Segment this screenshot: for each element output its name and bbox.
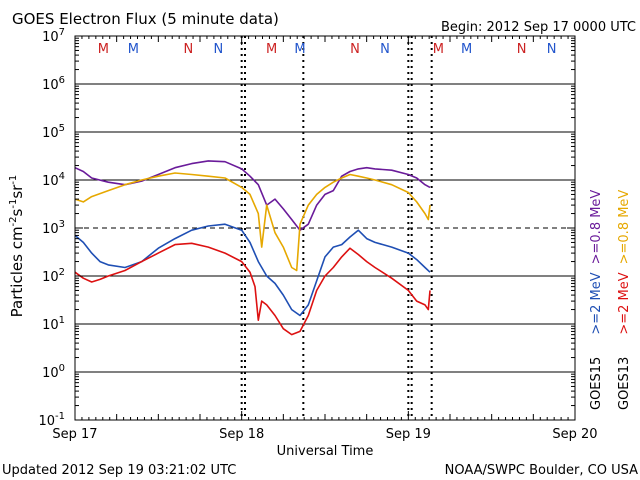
series-lines bbox=[74, 160, 431, 336]
legend-goes13-2mev: >=2 MeV bbox=[617, 272, 632, 334]
x-axis-ticks: Sep 17 Sep 18 Sep 19 Sep 20 bbox=[52, 36, 598, 442]
satellite-marker: M bbox=[433, 42, 444, 57]
y-tick-label: 103 bbox=[42, 219, 65, 237]
satellite-marker: N bbox=[213, 42, 223, 57]
y-tick-label: 100 bbox=[42, 363, 65, 381]
satellite-marker: N bbox=[350, 42, 360, 57]
chart-title: GOES Electron Flux (5 minute data) bbox=[12, 10, 279, 28]
series-line-0 bbox=[74, 160, 431, 231]
y-tick-label: 105 bbox=[42, 123, 65, 141]
satellite-marker: N bbox=[547, 42, 557, 57]
y-tick-label: 104 bbox=[42, 171, 65, 189]
legend-goes15-08mev: >=0.8 MeV bbox=[589, 190, 604, 265]
y-tick-label: 102 bbox=[42, 267, 65, 285]
legend-goes13: GOES13 >=2 MeV >=0.8 MeV bbox=[617, 190, 632, 410]
y-tick-label: 107 bbox=[42, 27, 65, 45]
satellite-marker: M bbox=[128, 42, 139, 57]
series-line-1 bbox=[74, 172, 431, 272]
updated-timestamp: Updated 2012 Sep 19 03:21:02 UTC bbox=[2, 463, 236, 478]
satellite-marker: M bbox=[266, 42, 277, 57]
satellite-marker: M bbox=[294, 42, 305, 57]
legend-goes15: GOES15 >=2 MeV >=0.8 MeV bbox=[589, 190, 604, 410]
satellite-marker: N bbox=[183, 42, 193, 57]
begin-label: Begin: 2012 Sep 17 0000 UTC bbox=[441, 20, 636, 35]
x-axis-label: Universal Time bbox=[277, 444, 374, 459]
y-tick-label: 106 bbox=[42, 75, 65, 93]
credit-label: NOAA/SWPC Boulder, CO USA bbox=[445, 463, 638, 478]
x-tick-label: Sep 18 bbox=[219, 427, 264, 442]
y-tick-label: 101 bbox=[42, 315, 65, 333]
x-tick-label: Sep 19 bbox=[386, 427, 431, 442]
x-tick-label: Sep 20 bbox=[552, 427, 597, 442]
satellite-marker: M bbox=[461, 42, 472, 57]
legend-goes13-sat: GOES13 bbox=[617, 357, 632, 410]
y-tick-label: 10-1 bbox=[38, 411, 65, 429]
x-tick-label: Sep 17 bbox=[52, 427, 97, 442]
legend-goes15-2mev: >=2 MeV bbox=[589, 272, 604, 334]
series-line-2 bbox=[74, 223, 431, 317]
legend-goes15-sat: GOES15 bbox=[589, 357, 604, 410]
legend-goes13-08mev: >=0.8 MeV bbox=[617, 190, 632, 265]
y-axis-ticks: 107 106 105 104 103 102 101 100 10-1 bbox=[38, 27, 575, 429]
series-line-3 bbox=[74, 242, 431, 336]
satellite-marker: N bbox=[517, 42, 527, 57]
gridlines bbox=[75, 83, 575, 373]
day-markers bbox=[240, 36, 410, 420]
satellite-marker: M bbox=[98, 42, 109, 57]
satellite-marker: N bbox=[380, 42, 390, 57]
y-axis-label: Particles cm-2s-1sr-1 bbox=[8, 175, 26, 318]
